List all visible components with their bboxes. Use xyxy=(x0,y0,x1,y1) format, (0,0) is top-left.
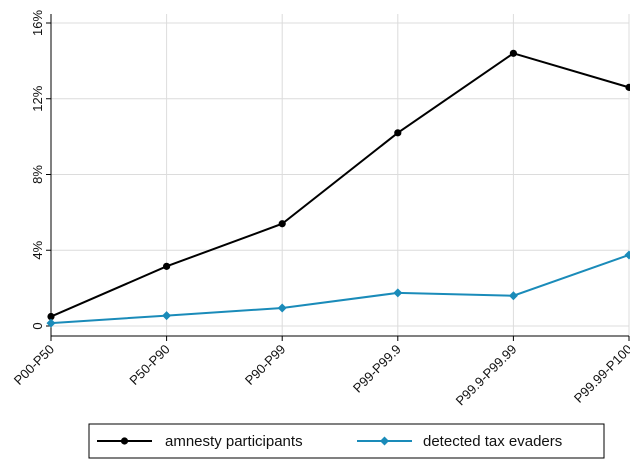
x-tick-label-2: P90-P99 xyxy=(242,342,288,388)
y-tick-label-0: 0 xyxy=(30,322,45,329)
x-tick-label-4: P99.9-P99.99 xyxy=(453,342,520,409)
series-0-point-1 xyxy=(163,262,171,270)
y-tick-label-1: 4% xyxy=(30,240,45,259)
legend-label-detected: detected tax evaders xyxy=(423,433,562,450)
series-0-point-0 xyxy=(47,312,55,321)
legend-label-amnesty: amnesty participants xyxy=(165,433,303,450)
series-line-1 xyxy=(50,254,630,325)
y-tick-label-3: 12% xyxy=(30,85,45,111)
series-1-point-2 xyxy=(277,303,287,313)
series-1-point-1 xyxy=(162,311,172,321)
x-tick-label-3: P99-P99.9 xyxy=(350,342,404,396)
series-0-point-5 xyxy=(625,83,630,91)
legend-marker-detected xyxy=(380,436,389,446)
series-0-point-2 xyxy=(278,220,286,228)
x-tick-label-5: P99.99-P100 xyxy=(571,342,630,406)
legend: amnesty participants detected tax evader… xyxy=(88,423,605,459)
y-tick-label-2: 8% xyxy=(30,165,45,184)
series-0-point-3 xyxy=(394,129,402,137)
series-1-point-5 xyxy=(624,250,630,260)
legend-box xyxy=(88,423,605,459)
series-layer xyxy=(46,49,630,328)
y-tick-label-4: 16% xyxy=(30,10,45,36)
legend-marker-amnesty xyxy=(120,437,129,445)
series-line-0 xyxy=(50,52,630,318)
x-tick-label-0: P00-P50 xyxy=(11,342,57,388)
x-tick-label-1: P50-P90 xyxy=(126,342,172,388)
series-1-point-0 xyxy=(46,318,56,328)
series-0-point-4 xyxy=(509,49,517,57)
series-1-point-3 xyxy=(393,288,403,298)
gridlines xyxy=(50,14,630,336)
series-1-point-4 xyxy=(508,291,518,301)
